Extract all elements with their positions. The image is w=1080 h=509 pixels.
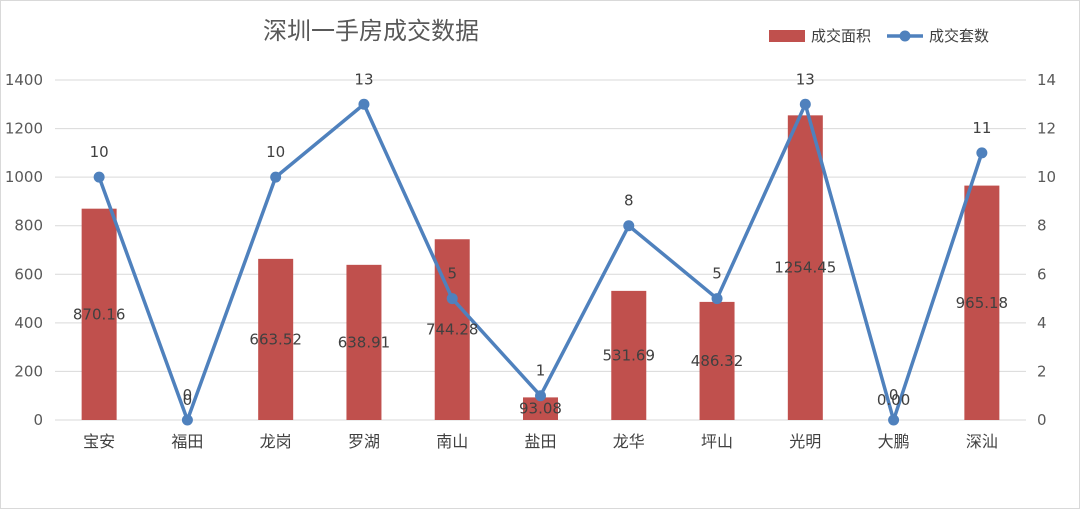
bar-data-label: 870.16 — [73, 305, 126, 323]
line-point — [623, 220, 635, 232]
bar — [81, 208, 117, 420]
bar-data-label: 638.91 — [338, 333, 391, 351]
line-point — [358, 98, 370, 110]
line-data-label: 5 — [712, 265, 722, 283]
legend-label-bar: 成交面积 — [811, 27, 871, 45]
x-tick-label: 深汕 — [966, 432, 998, 451]
line-data-label: 0 — [889, 386, 899, 404]
bar — [699, 301, 735, 420]
legend-label-line: 成交套数 — [929, 27, 989, 45]
line-data-label: 8 — [624, 192, 634, 210]
bar — [523, 397, 558, 420]
y-left-tick-label: 1200 — [5, 120, 43, 138]
line-data-label: 5 — [447, 265, 457, 283]
line-point — [976, 147, 988, 159]
x-tick-label: 龙华 — [613, 432, 645, 451]
bar-data-label: 531.69 — [603, 346, 656, 364]
bar-data-label: 965.18 — [956, 294, 1009, 312]
line-point — [93, 171, 105, 183]
bar-data-label: 0 — [183, 391, 193, 409]
line-point — [799, 98, 811, 110]
y-right-tick-label: 12 — [1037, 120, 1056, 138]
line-data-label: 10 — [90, 143, 109, 161]
legend-swatch-bar — [769, 30, 805, 42]
x-tick-label: 龙岗 — [260, 432, 292, 451]
bar-series — [81, 115, 1000, 421]
bar-data-label: 486.32 — [691, 352, 744, 370]
x-tick-label: 宝安 — [83, 432, 115, 451]
y-left-tick-label: 1000 — [5, 168, 43, 186]
line-point — [888, 414, 900, 426]
bar-data-label: 663.52 — [249, 330, 302, 348]
y-left-tick-label: 200 — [14, 362, 43, 380]
chart-title: 深圳一手房成交数据 — [263, 17, 479, 45]
y-right-tick-label: 8 — [1037, 217, 1047, 235]
line-data-label: 10 — [266, 143, 285, 161]
y-right-tick-label: 0 — [1037, 411, 1047, 429]
y-right-tick-label: 10 — [1037, 168, 1056, 186]
bar — [787, 115, 823, 421]
x-tick-label: 南山 — [436, 432, 468, 451]
y-left-tick-label: 1400 — [5, 71, 43, 89]
data-labels: 870.16 0 663.52 638.91 744.28 93.08 531.69 486.… — [73, 70, 1008, 417]
bar-data-label: 1254.45 — [774, 259, 836, 277]
y-right-tick-label: 2 — [1037, 362, 1047, 380]
line-point — [535, 390, 546, 402]
line-data-label: 0 — [183, 386, 193, 404]
bar-data-label: 93.08 — [519, 400, 562, 418]
legend: 成交面积 成交套数 — [769, 27, 989, 45]
x-tick-label: 坪山 — [701, 432, 733, 451]
x-tick-label: 罗湖 — [348, 432, 380, 451]
line-data-label: 13 — [796, 70, 815, 88]
legend-marker-line — [899, 30, 911, 42]
y-left-tick-label: 0 — [33, 411, 43, 429]
y-left-tick-label: 600 — [14, 265, 43, 283]
y-right-tick-label: 14 — [1037, 71, 1056, 89]
x-tick-label: 大鹏 — [878, 432, 910, 451]
bar — [611, 290, 647, 420]
bar-data-label: 0.00 — [877, 391, 910, 409]
bar-data-label: 744.28 — [426, 321, 479, 339]
line-data-label: 1 — [536, 362, 546, 380]
x-tick-label: 盐田 — [524, 432, 556, 451]
line-data-label: 13 — [354, 70, 373, 88]
bar — [258, 258, 294, 420]
line-series — [93, 98, 988, 426]
gridlines — [55, 79, 1026, 421]
y-right-tick-label: 4 — [1037, 314, 1047, 332]
x-tick-label: 光明 — [789, 432, 821, 451]
line-data-label: 11 — [972, 119, 991, 137]
y-left-tick-label: 800 — [14, 217, 43, 235]
line-point — [181, 414, 193, 426]
y-right-tick-label: 6 — [1037, 265, 1047, 283]
bar — [346, 264, 382, 420]
bar — [964, 185, 1000, 420]
x-tick-label: 福田 — [171, 432, 203, 451]
line-point — [711, 293, 723, 305]
line-point — [446, 293, 458, 305]
y-left-tick-label: 400 — [14, 314, 43, 332]
line-point — [270, 171, 282, 183]
